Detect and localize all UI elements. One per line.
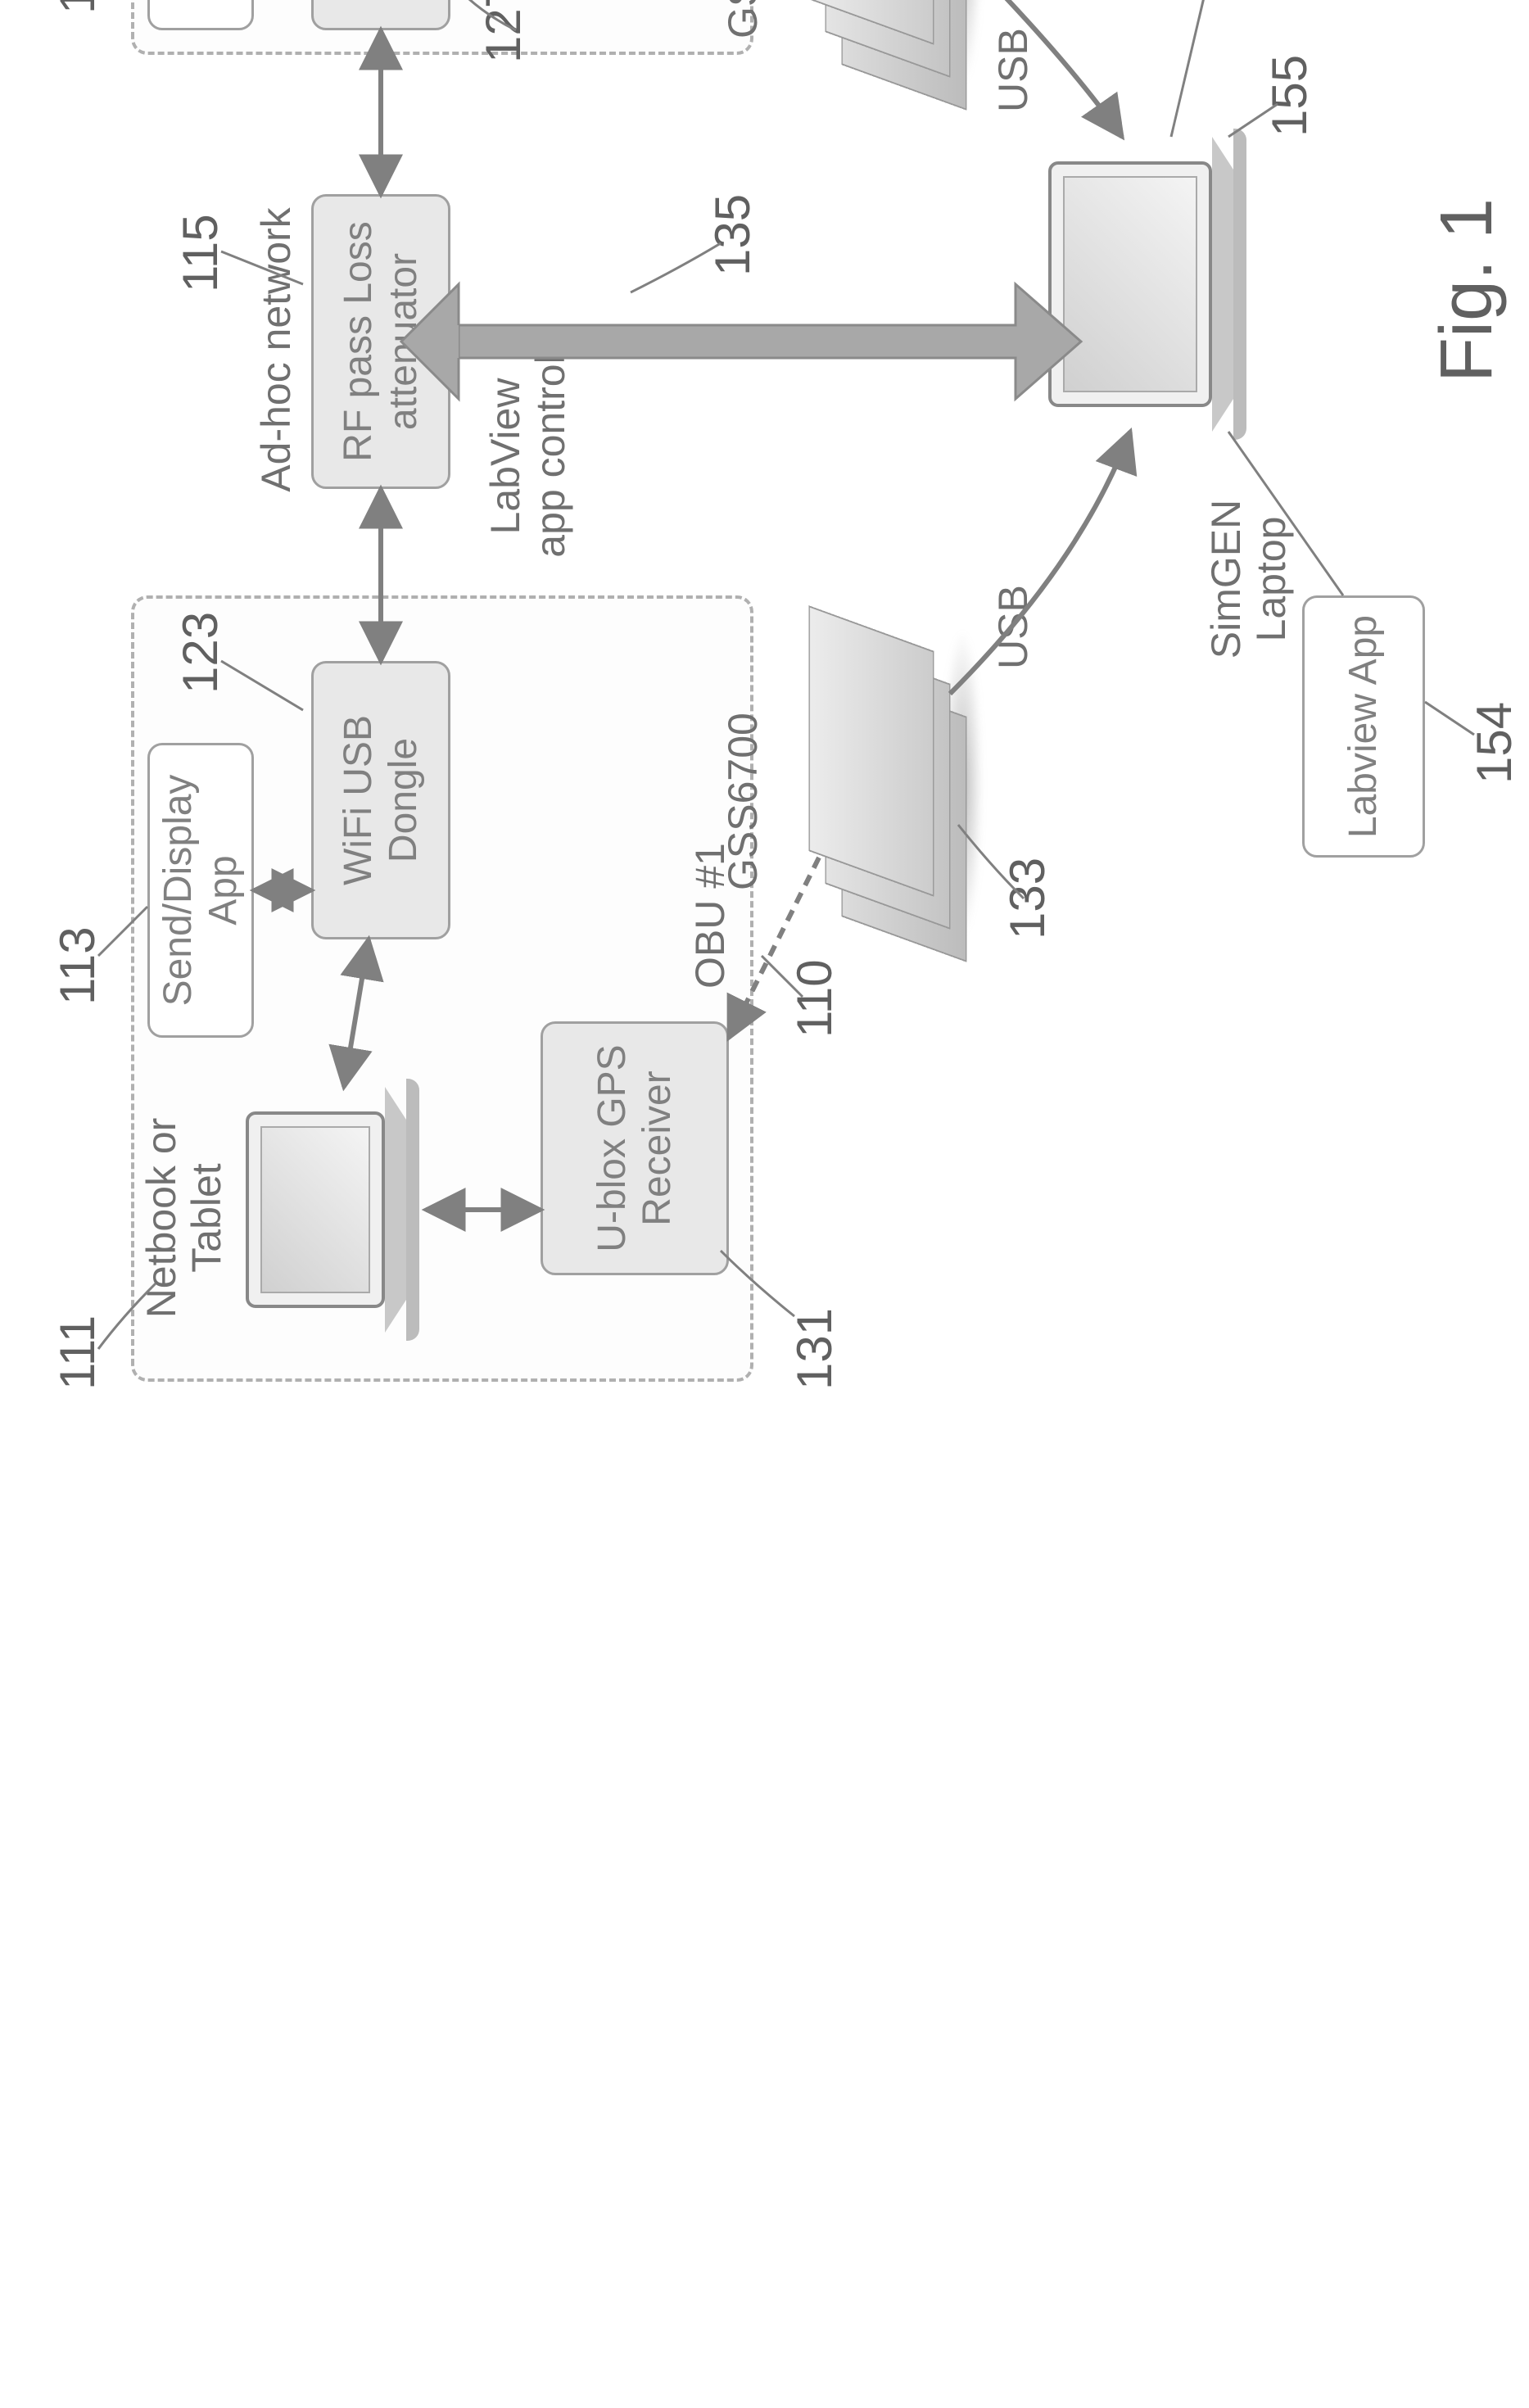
gss6700-left-icon — [786, 628, 983, 939]
adhoc-label: Ad-hoc network — [254, 170, 299, 530]
ref-131: 131 — [786, 1308, 843, 1390]
ref-154: 154 — [1466, 702, 1522, 784]
ref-113: 113 — [49, 926, 106, 1005]
gss6700-right-label: GSS6700 — [721, 0, 766, 38]
ref-123: 123 — [172, 612, 228, 694]
ref-111: 111 — [49, 1315, 106, 1390]
ref-127: 127 — [475, 0, 532, 63]
rf-attenuator-box: RF pass Loss attenuator — [311, 194, 450, 489]
obu1-dongle-box: WiFi USB Dongle — [311, 661, 450, 939]
obu2-app-box: Send/Display App — [147, 0, 254, 30]
gss6700-right-icon — [786, 0, 983, 88]
simgen-laptop-icon — [1048, 137, 1294, 432]
usb-right-label: USB — [991, 28, 1036, 112]
labview-app-box: Labview App — [1302, 595, 1425, 858]
ref-110: 110 — [786, 959, 843, 1038]
obu1-laptop-icon — [246, 1087, 459, 1333]
ref-115: 115 — [172, 214, 228, 292]
figure-label: Fig. 1 — [1425, 198, 1509, 382]
ref-155: 155 — [1261, 55, 1318, 137]
ref-133: 133 — [999, 858, 1056, 939]
obu1-netbook-label: Netbook or Tablet — [139, 1095, 229, 1341]
ref-135: 135 — [704, 194, 761, 276]
obu1-app-box: Send/Display App — [147, 743, 254, 1038]
gss6700-left-label: GSS6700 — [721, 713, 766, 890]
labview-ctrl-label: LabView app control — [483, 350, 573, 563]
simgen-laptop-label: SimGEN Laptop — [1204, 464, 1294, 694]
obu1-gps-box: U-blox GPS Receiver — [541, 1021, 729, 1275]
obu2-dongle-box: WiFi USB Dongle — [311, 0, 450, 30]
ref-117: 117 — [49, 0, 106, 14]
usb-left-label: USB — [991, 585, 1036, 669]
